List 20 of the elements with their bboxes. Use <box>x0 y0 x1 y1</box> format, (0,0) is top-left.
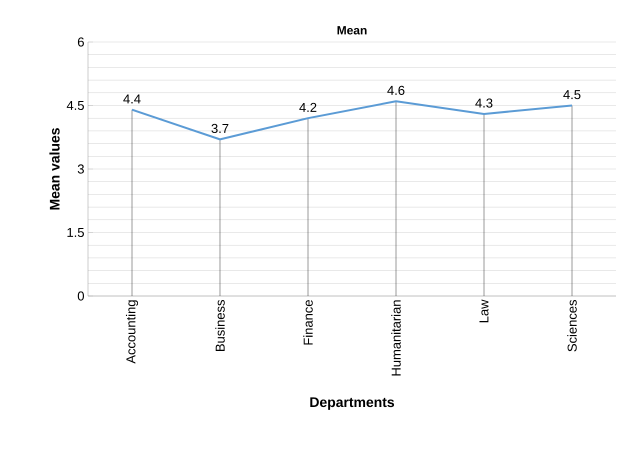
y-tick-label: 3 <box>78 164 84 174</box>
data-label: 4.6 <box>387 86 404 95</box>
data-label: 4.2 <box>299 102 316 112</box>
x-tick-label: Business <box>215 300 225 352</box>
y-tick-label: 6 <box>78 37 84 47</box>
x-tick-label: Accounting <box>126 300 138 364</box>
x-tick-label: Sciences <box>567 300 577 352</box>
x-tick-label: Finance <box>303 300 313 345</box>
data-label: 4.4 <box>123 94 141 104</box>
x-axis-title: Departments <box>310 397 394 410</box>
data-label: 4.5 <box>563 90 580 100</box>
data-label: 3.7 <box>212 124 228 134</box>
y-tick-label: 4.5 <box>66 100 84 110</box>
y-tick-label: 1.5 <box>67 228 84 238</box>
chart-title: Mean <box>338 26 367 34</box>
data-label: 4.3 <box>475 98 492 108</box>
x-tick-label: Humanitarian <box>391 300 401 376</box>
x-tick-label: Law <box>479 299 489 322</box>
y-axis-title: Mean values <box>49 128 60 210</box>
y-tick-label: 0 <box>78 291 84 301</box>
